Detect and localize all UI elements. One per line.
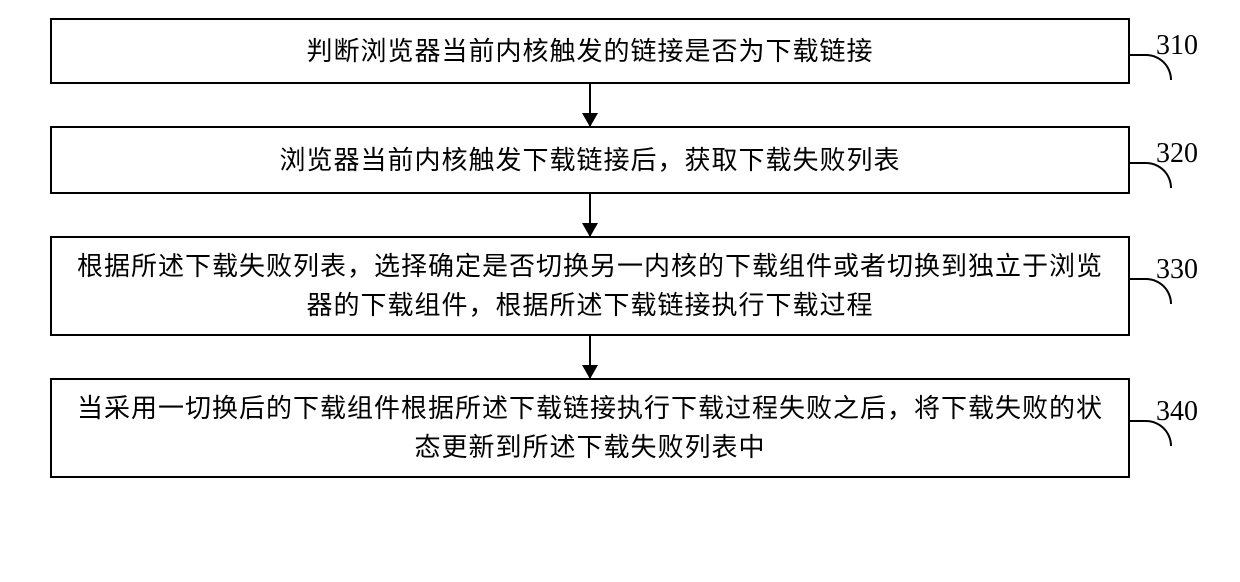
step-label-2: 320 <box>1156 138 1198 170</box>
arrow-2 <box>589 194 591 236</box>
flowchart-container: 判断浏览器当前内核触发的链接是否为下载链接 310 浏览器当前内核触发下载链接后… <box>50 18 1130 478</box>
step-text-1: 判断浏览器当前内核触发的链接是否为下载链接 <box>306 32 873 71</box>
step-label-1: 310 <box>1156 30 1198 62</box>
step-text-4: 当采用一切换后的下载组件根据所述下载链接执行下载过程失败之后，将下载失败的状态更… <box>72 389 1108 467</box>
step-text-2: 浏览器当前内核触发下载链接后，获取下载失败列表 <box>279 141 900 180</box>
step-box-4: 当采用一切换后的下载组件根据所述下载链接执行下载过程失败之后，将下载失败的状态更… <box>50 378 1130 478</box>
step-label-4: 340 <box>1156 396 1198 428</box>
arrow-3 <box>589 336 591 378</box>
step-box-3: 根据所述下载失败列表，选择确定是否切换另一内核的下载组件或者切换到独立于浏览器的… <box>50 236 1130 336</box>
step-box-1: 判断浏览器当前内核触发的链接是否为下载链接 310 <box>50 18 1130 84</box>
step-label-3: 330 <box>1156 254 1198 286</box>
step-text-3: 根据所述下载失败列表，选择确定是否切换另一内核的下载组件或者切换到独立于浏览器的… <box>72 247 1108 325</box>
arrow-1 <box>589 84 591 126</box>
step-box-2: 浏览器当前内核触发下载链接后，获取下载失败列表 320 <box>50 126 1130 194</box>
